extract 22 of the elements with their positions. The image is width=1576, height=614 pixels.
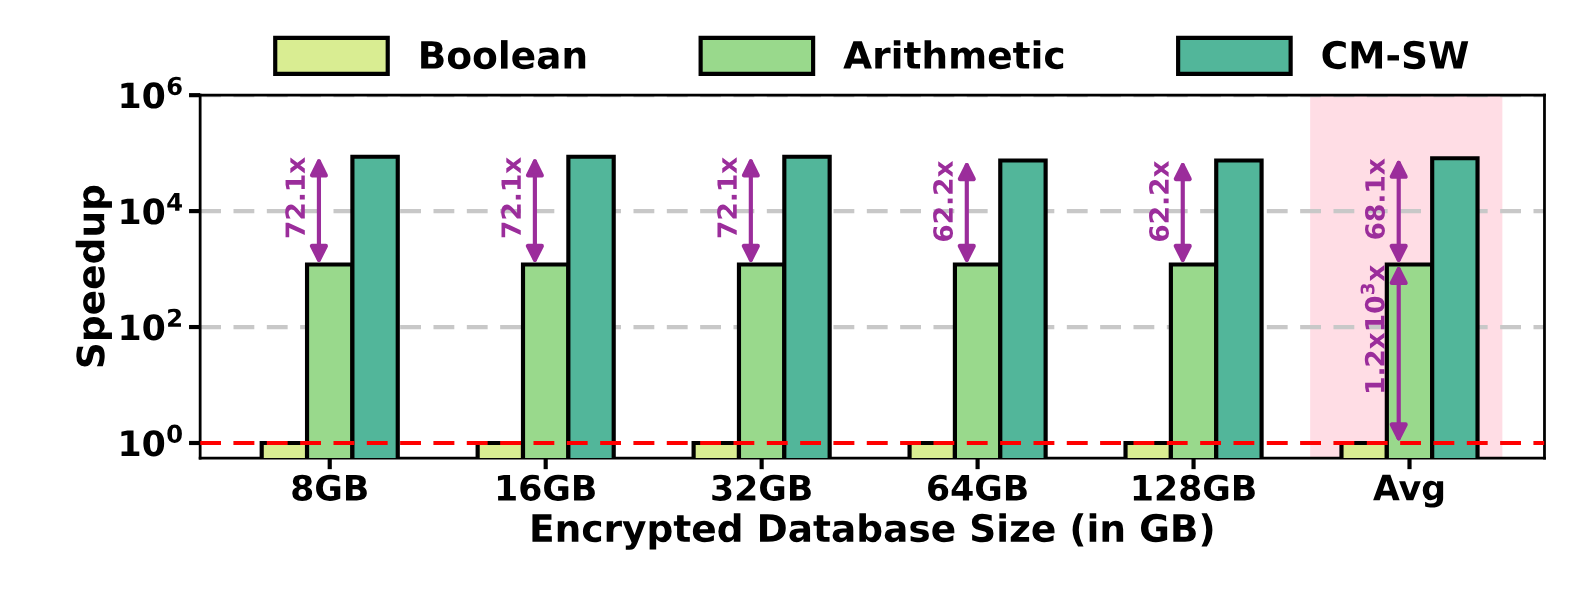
x-tick-label: Avg (1373, 474, 1444, 508)
annotation: 72.1x (501, 157, 521, 238)
annotation: 68.1x (1365, 158, 1385, 239)
x-axis-title: Encrypted Database Size (in GB) (532, 513, 1213, 550)
x-tick-label: 64GB (928, 474, 1027, 501)
legend-label: Arithmetic (843, 40, 1064, 70)
annotation: 72.1x (285, 157, 305, 238)
y-tick-label: 10$^{6}$ (121, 76, 182, 109)
y-axis-title: Speedup (75, 185, 112, 367)
legend-label: CM-SW (1322, 40, 1469, 70)
x-tick-label: 8GB (292, 474, 367, 501)
y-tick-label: 10$^{2}$ (121, 308, 181, 341)
annotation: 62.2x (933, 160, 954, 241)
x-tick-label: 32GB (712, 474, 811, 501)
annotation: 62.2x (1149, 160, 1169, 241)
annotation: 1.2x10$^{3}$x (1360, 265, 1385, 392)
annotation: 72.1x (717, 157, 737, 238)
y-tick-label: 10$^{4}$ (121, 193, 182, 225)
y-tick-label: 10$^{0}$ (121, 424, 182, 457)
legend-label: Boolean (421, 40, 586, 70)
x-tick-label: 16GB (497, 474, 595, 501)
x-tick-label: 128GB (1133, 474, 1255, 501)
